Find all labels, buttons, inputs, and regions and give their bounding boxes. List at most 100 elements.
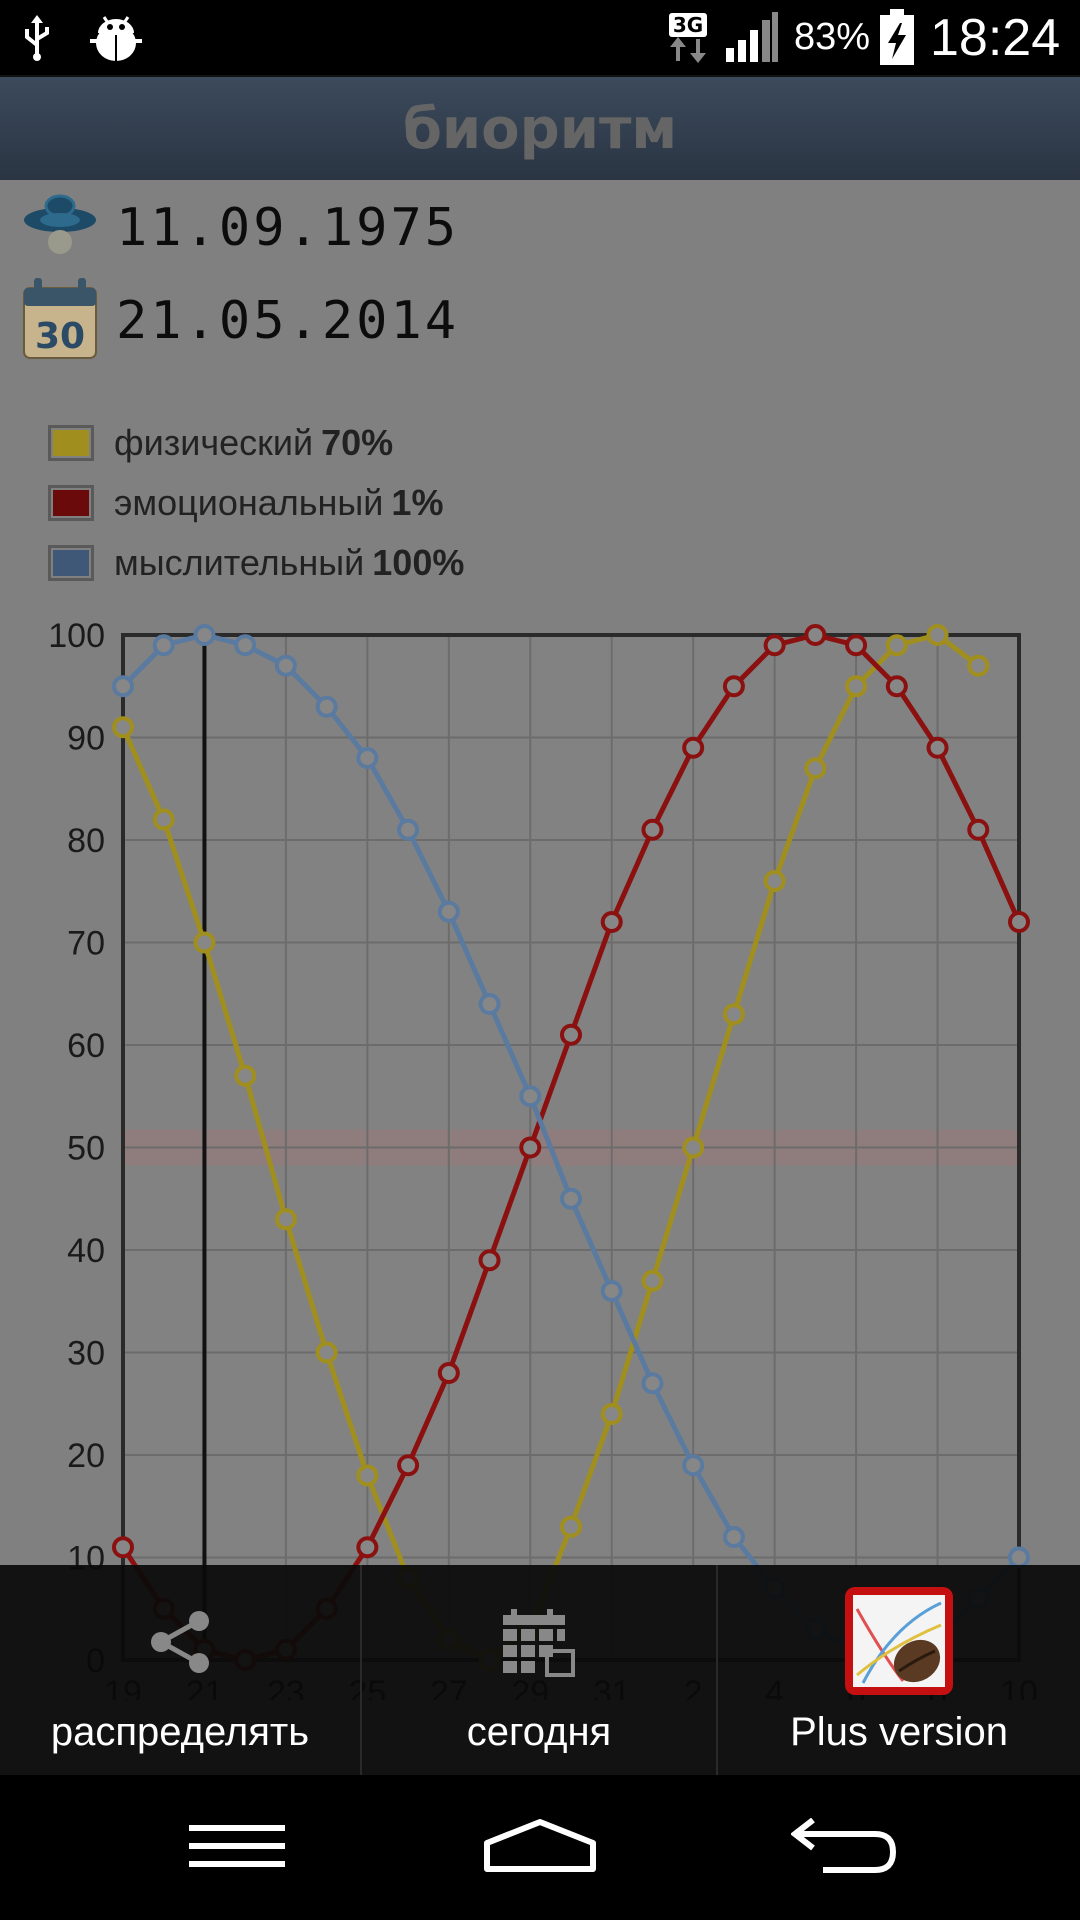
calendar-icon-day: 30 bbox=[35, 316, 85, 357]
y-tick-label: 20 bbox=[67, 1437, 105, 1475]
network-type-label: 3G bbox=[668, 12, 708, 37]
data-point bbox=[234, 1064, 257, 1087]
data-point bbox=[722, 675, 745, 698]
data-point bbox=[804, 624, 827, 646]
data-point bbox=[397, 818, 420, 841]
page-title: биоритм bbox=[402, 97, 678, 162]
birth-date-row[interactable]: 11.09.1975 bbox=[20, 183, 459, 273]
data-point bbox=[478, 993, 501, 1015]
current-date-row[interactable]: 30 21.05.2014 bbox=[20, 276, 459, 366]
data-point bbox=[845, 675, 868, 698]
y-tick-label: 90 bbox=[67, 720, 105, 758]
back-button[interactable] bbox=[744, 1775, 944, 1920]
pacifier-icon bbox=[20, 186, 100, 270]
status-bar: 3G 83% 18:24 bbox=[0, 0, 1080, 75]
biorhythm-chart[interactable]: 0102030405060708090100192123252729312468… bbox=[0, 610, 1080, 1700]
data-point bbox=[600, 1403, 623, 1425]
data-point bbox=[967, 654, 990, 677]
clock: 18:24 bbox=[930, 8, 1061, 67]
legend-label: мыслительный bbox=[114, 542, 365, 583]
data-point bbox=[356, 747, 379, 769]
data-point bbox=[722, 1526, 745, 1548]
legend-swatch-intellectual bbox=[48, 545, 94, 581]
title-bar: биоритм bbox=[0, 75, 1080, 182]
data-point bbox=[315, 695, 338, 718]
data-point bbox=[600, 911, 623, 933]
data-point bbox=[478, 1249, 501, 1272]
calendar-icon: 30 bbox=[20, 276, 100, 366]
data-point bbox=[152, 634, 175, 657]
main-content: 11.09.1975 30 21.05.2014 физический 70% … bbox=[0, 180, 1080, 1780]
y-tick-label: 60 bbox=[67, 1027, 105, 1065]
share-icon bbox=[145, 1607, 215, 1681]
data-point bbox=[682, 1136, 705, 1159]
plus-version-app-icon bbox=[843, 1585, 955, 1701]
data-point bbox=[519, 1085, 542, 1108]
legend-swatch-physical bbox=[48, 425, 94, 461]
y-tick-label: 50 bbox=[67, 1130, 105, 1168]
action-bar: распределять сегодня bbox=[0, 1565, 1080, 1775]
data-point bbox=[315, 1341, 338, 1364]
divider bbox=[360, 1565, 362, 1775]
data-point bbox=[804, 757, 827, 780]
data-point bbox=[885, 675, 908, 698]
data-point bbox=[152, 808, 175, 831]
data-point bbox=[274, 654, 297, 677]
plus-version-label: Plus version bbox=[790, 1710, 1008, 1754]
data-point bbox=[967, 818, 990, 841]
y-tick-label: 30 bbox=[67, 1335, 105, 1373]
data-point bbox=[112, 675, 134, 698]
data-point bbox=[193, 931, 216, 954]
data-point bbox=[356, 1536, 379, 1559]
y-tick-label: 40 bbox=[67, 1232, 105, 1270]
share-button[interactable]: распределять bbox=[0, 1565, 360, 1775]
legend-physical: физический 70% bbox=[48, 418, 393, 468]
data-point bbox=[274, 1208, 297, 1231]
navigation-bar bbox=[0, 1775, 1080, 1920]
legend-emotional: эмоциональный 1% bbox=[48, 478, 443, 528]
data-point bbox=[560, 1515, 582, 1538]
plus-version-button[interactable]: Plus version bbox=[718, 1565, 1080, 1775]
legend-intellectual: мыслительный 100% bbox=[48, 538, 464, 588]
data-point bbox=[885, 634, 908, 657]
data-point bbox=[397, 1454, 420, 1477]
data-point bbox=[560, 1023, 582, 1046]
data-point bbox=[356, 1464, 379, 1487]
y-tick-label: 100 bbox=[48, 617, 105, 655]
data-point bbox=[193, 624, 216, 646]
home-icon bbox=[483, 1818, 597, 1877]
legend-value: 100% bbox=[372, 542, 465, 583]
battery-percent: 83% bbox=[794, 16, 871, 58]
y-tick-label: 80 bbox=[67, 822, 105, 860]
divider bbox=[716, 1565, 718, 1775]
y-tick-label: 70 bbox=[67, 925, 105, 963]
data-point bbox=[763, 634, 786, 657]
legend-swatch-emotional bbox=[48, 485, 94, 521]
data-point bbox=[519, 1136, 542, 1159]
today-label: сегодня bbox=[466, 1710, 612, 1754]
battery-charging-icon bbox=[878, 0, 916, 75]
data-point bbox=[682, 736, 705, 759]
data-point bbox=[926, 736, 949, 759]
menu-icon bbox=[189, 1823, 285, 1873]
data-point bbox=[641, 1372, 664, 1395]
today-button[interactable]: сегодня bbox=[362, 1565, 716, 1775]
menu-button[interactable] bbox=[137, 1775, 337, 1920]
back-icon bbox=[790, 1817, 897, 1878]
data-point bbox=[600, 1280, 623, 1302]
data-point bbox=[682, 1454, 705, 1477]
data-point bbox=[722, 1003, 745, 1026]
calendar-grid-icon bbox=[501, 1607, 577, 1681]
birth-date: 11.09.1975 bbox=[116, 198, 460, 258]
legend-label: эмоциональный bbox=[114, 482, 384, 523]
data-point bbox=[763, 870, 786, 892]
home-button[interactable] bbox=[440, 1775, 640, 1920]
data-point bbox=[641, 1269, 664, 1292]
data-point bbox=[560, 1187, 582, 1210]
legend-value: 70% bbox=[321, 422, 394, 463]
data-point bbox=[1008, 911, 1030, 933]
current-date: 21.05.2014 bbox=[116, 291, 460, 351]
data-point bbox=[845, 634, 868, 657]
data-point bbox=[112, 716, 134, 739]
data-point bbox=[641, 818, 664, 841]
